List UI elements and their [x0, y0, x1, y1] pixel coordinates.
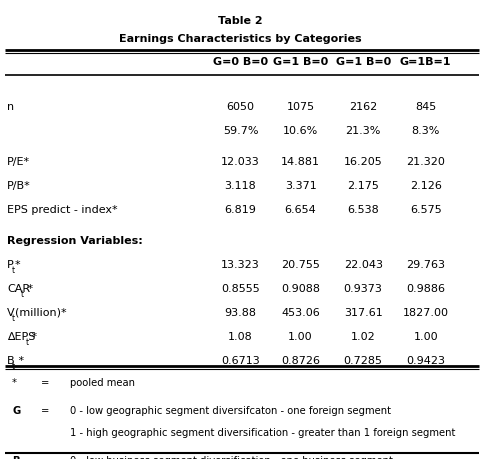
Text: *: * [14, 259, 20, 269]
Text: 0.7285: 0.7285 [343, 355, 382, 365]
Text: t: t [12, 266, 15, 275]
Text: V: V [7, 307, 15, 317]
Text: B: B [12, 455, 20, 459]
Text: 317.61: 317.61 [343, 307, 382, 317]
Text: 1.02: 1.02 [350, 331, 375, 341]
Text: 6.575: 6.575 [409, 204, 441, 214]
Text: 6.538: 6.538 [347, 204, 378, 214]
Text: 1827.00: 1827.00 [402, 307, 448, 317]
Text: G: G [12, 405, 20, 415]
Text: 2.175: 2.175 [347, 180, 378, 190]
Text: G=0 B=0: G=0 B=0 [213, 56, 267, 67]
Text: 2.126: 2.126 [409, 180, 441, 190]
Text: 10.6%: 10.6% [282, 126, 318, 135]
Text: (million)*: (million)* [14, 307, 66, 317]
Text: n: n [7, 102, 14, 112]
Text: 0.8555: 0.8555 [221, 283, 259, 293]
Text: 14.881: 14.881 [280, 157, 320, 167]
Text: 0.8726: 0.8726 [280, 355, 320, 365]
Text: 1075: 1075 [286, 102, 314, 112]
Text: G=1 B=0: G=1 B=0 [273, 56, 327, 67]
Text: t: t [12, 313, 15, 323]
Text: Table 2: Table 2 [218, 16, 262, 26]
Text: EPS predict - index*: EPS predict - index* [7, 204, 118, 214]
Text: 20.755: 20.755 [281, 259, 319, 269]
Text: 0.9373: 0.9373 [343, 283, 382, 293]
Text: *: * [28, 331, 37, 341]
Text: =: = [41, 378, 49, 388]
Text: t: t [25, 337, 28, 347]
Text: pooled mean: pooled mean [70, 378, 134, 388]
Text: =: = [41, 405, 49, 415]
Text: G=1 B=0: G=1 B=0 [335, 56, 390, 67]
Text: 2162: 2162 [348, 102, 376, 112]
Text: 1 - high geographic segment diversification - greater than 1 foreign segment: 1 - high geographic segment diversificat… [70, 427, 454, 437]
Text: 16.205: 16.205 [343, 157, 382, 167]
Text: ∆EPS: ∆EPS [7, 331, 36, 341]
Text: 6050: 6050 [226, 102, 254, 112]
Text: 8.3%: 8.3% [411, 126, 439, 135]
Text: 3.371: 3.371 [284, 180, 316, 190]
Text: P/E*: P/E* [7, 157, 30, 167]
Text: G=1B=1: G=1B=1 [399, 56, 451, 67]
Text: 12.033: 12.033 [221, 157, 259, 167]
Text: *: * [14, 355, 24, 365]
Text: 21.320: 21.320 [406, 157, 444, 167]
Text: 0.9886: 0.9886 [405, 283, 444, 293]
Text: 453.06: 453.06 [281, 307, 319, 317]
Text: 0 - low geographic segment diversifcaton - one foreign segment: 0 - low geographic segment diversifcaton… [70, 405, 390, 415]
Text: Regression Variables:: Regression Variables: [7, 235, 143, 246]
Text: 845: 845 [414, 102, 435, 112]
Text: t: t [21, 290, 24, 299]
Text: 0 - low business segment diversification - one business segment: 0 - low business segment diversification… [70, 455, 392, 459]
Text: 21.3%: 21.3% [345, 126, 380, 135]
Text: 1.00: 1.00 [288, 331, 312, 341]
Text: 29.763: 29.763 [405, 259, 444, 269]
Text: *: * [24, 283, 33, 293]
Text: 0.9088: 0.9088 [280, 283, 320, 293]
Text: Earnings Characteristics by Categories: Earnings Characteristics by Categories [119, 34, 361, 44]
Text: 22.043: 22.043 [343, 259, 382, 269]
Text: 6.819: 6.819 [224, 204, 256, 214]
Text: 0.6713: 0.6713 [221, 355, 259, 365]
Text: 1.08: 1.08 [228, 331, 252, 341]
Text: 93.88: 93.88 [224, 307, 256, 317]
Text: CAR: CAR [7, 283, 30, 293]
Text: =: = [41, 455, 49, 459]
Text: t: t [12, 361, 15, 370]
Text: P/B*: P/B* [7, 180, 31, 190]
Text: 3.118: 3.118 [224, 180, 256, 190]
Text: 59.7%: 59.7% [222, 126, 258, 135]
Text: *: * [12, 378, 17, 388]
Text: P: P [7, 259, 14, 269]
Text: B: B [7, 355, 15, 365]
Text: 0.9423: 0.9423 [405, 355, 444, 365]
Text: 13.323: 13.323 [221, 259, 259, 269]
Text: 1.00: 1.00 [412, 331, 437, 341]
Text: 6.654: 6.654 [284, 204, 316, 214]
